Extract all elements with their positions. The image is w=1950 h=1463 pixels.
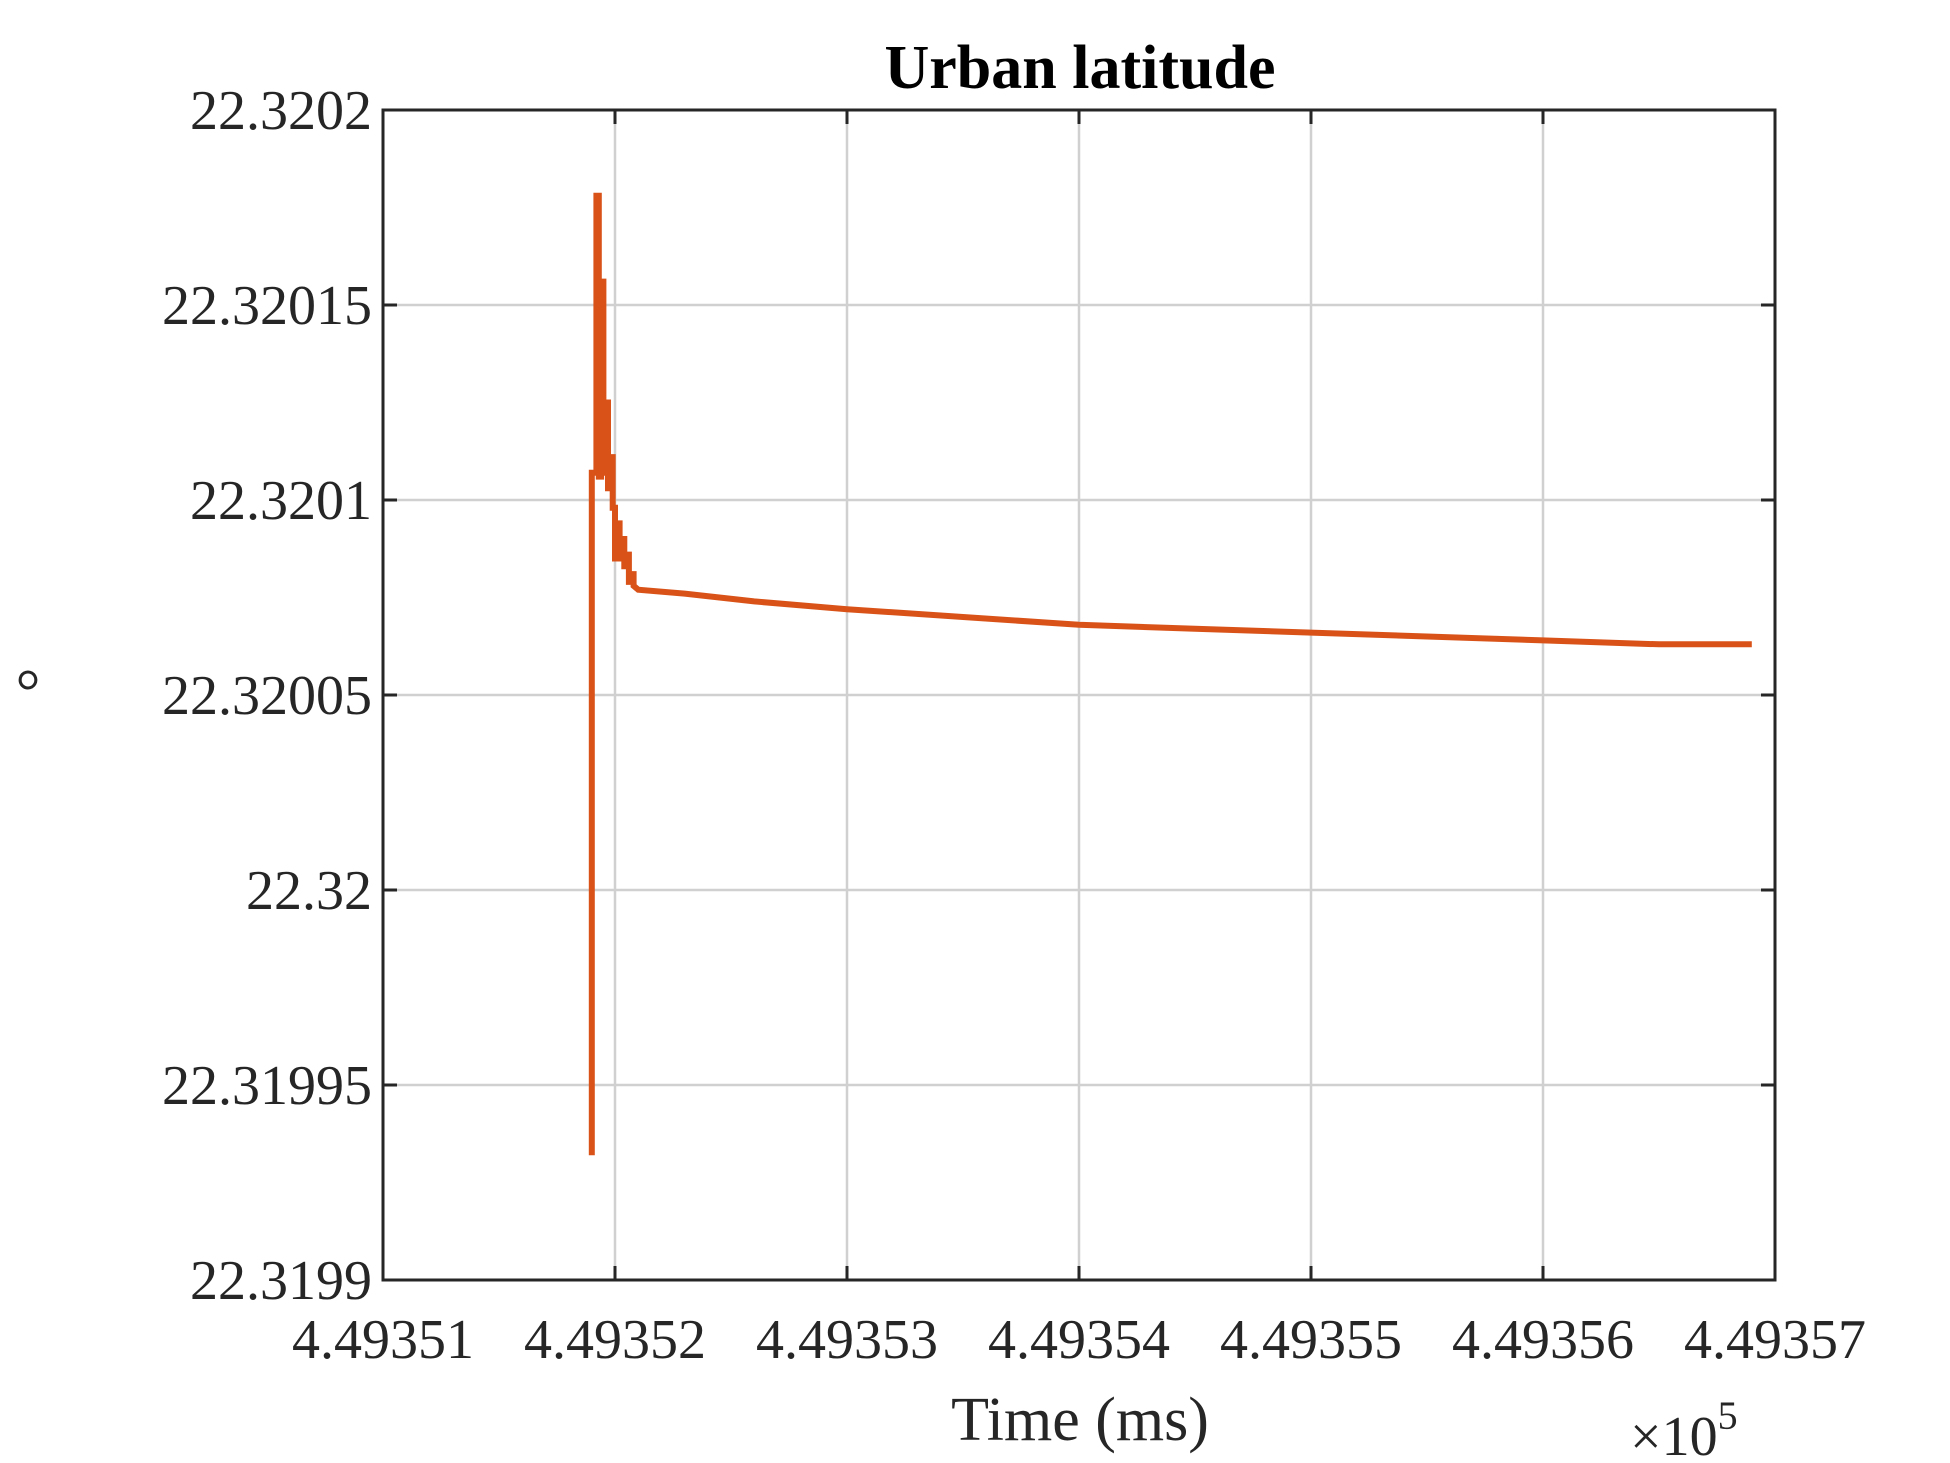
x-exponent-label: ×105 bbox=[1630, 1393, 1738, 1463]
x-tick-label: 4.49357 bbox=[1684, 1309, 1866, 1371]
x-tick-label: 4.49356 bbox=[1452, 1309, 1634, 1371]
y-tick-label: 22.32015 bbox=[162, 275, 372, 337]
x-tick-label: 4.49353 bbox=[756, 1309, 938, 1371]
series-group bbox=[588, 192, 1752, 1156]
x-tick-label: 4.49352 bbox=[524, 1309, 706, 1371]
tick-marks bbox=[381, 108, 1777, 1282]
y-tick-label: 22.3199 bbox=[190, 1250, 372, 1312]
x-exponent-power: 5 bbox=[1718, 1393, 1738, 1438]
x-tick-label: 4.49355 bbox=[1220, 1309, 1402, 1371]
y-tick-label: 22.3202 bbox=[190, 80, 372, 142]
x-exponent-base: ×10 bbox=[1630, 1406, 1718, 1463]
y-tick-label: 22.31995 bbox=[162, 1055, 372, 1117]
y-axis-title: ° bbox=[16, 658, 41, 726]
y-tick-label: 22.32 bbox=[246, 860, 372, 922]
x-axis-title: Time (ms) bbox=[951, 1386, 1209, 1454]
y-tick-labels: 22.3199 22.31995 22.32 22.32005 22.3201 22.32… bbox=[162, 80, 372, 1312]
series-line bbox=[588, 192, 1752, 1156]
x-tick-labels: 4.49351 4.49352 4.49353 4.49354 4.49355 4.493… bbox=[292, 1309, 1866, 1371]
chart-title: Urban latitude bbox=[885, 34, 1276, 102]
x-tick-label: 4.49351 bbox=[292, 1309, 474, 1371]
y-tick-label: 22.3201 bbox=[190, 470, 372, 532]
x-tick-label: 4.49354 bbox=[988, 1309, 1170, 1371]
y-tick-label: 22.32005 bbox=[162, 665, 372, 727]
